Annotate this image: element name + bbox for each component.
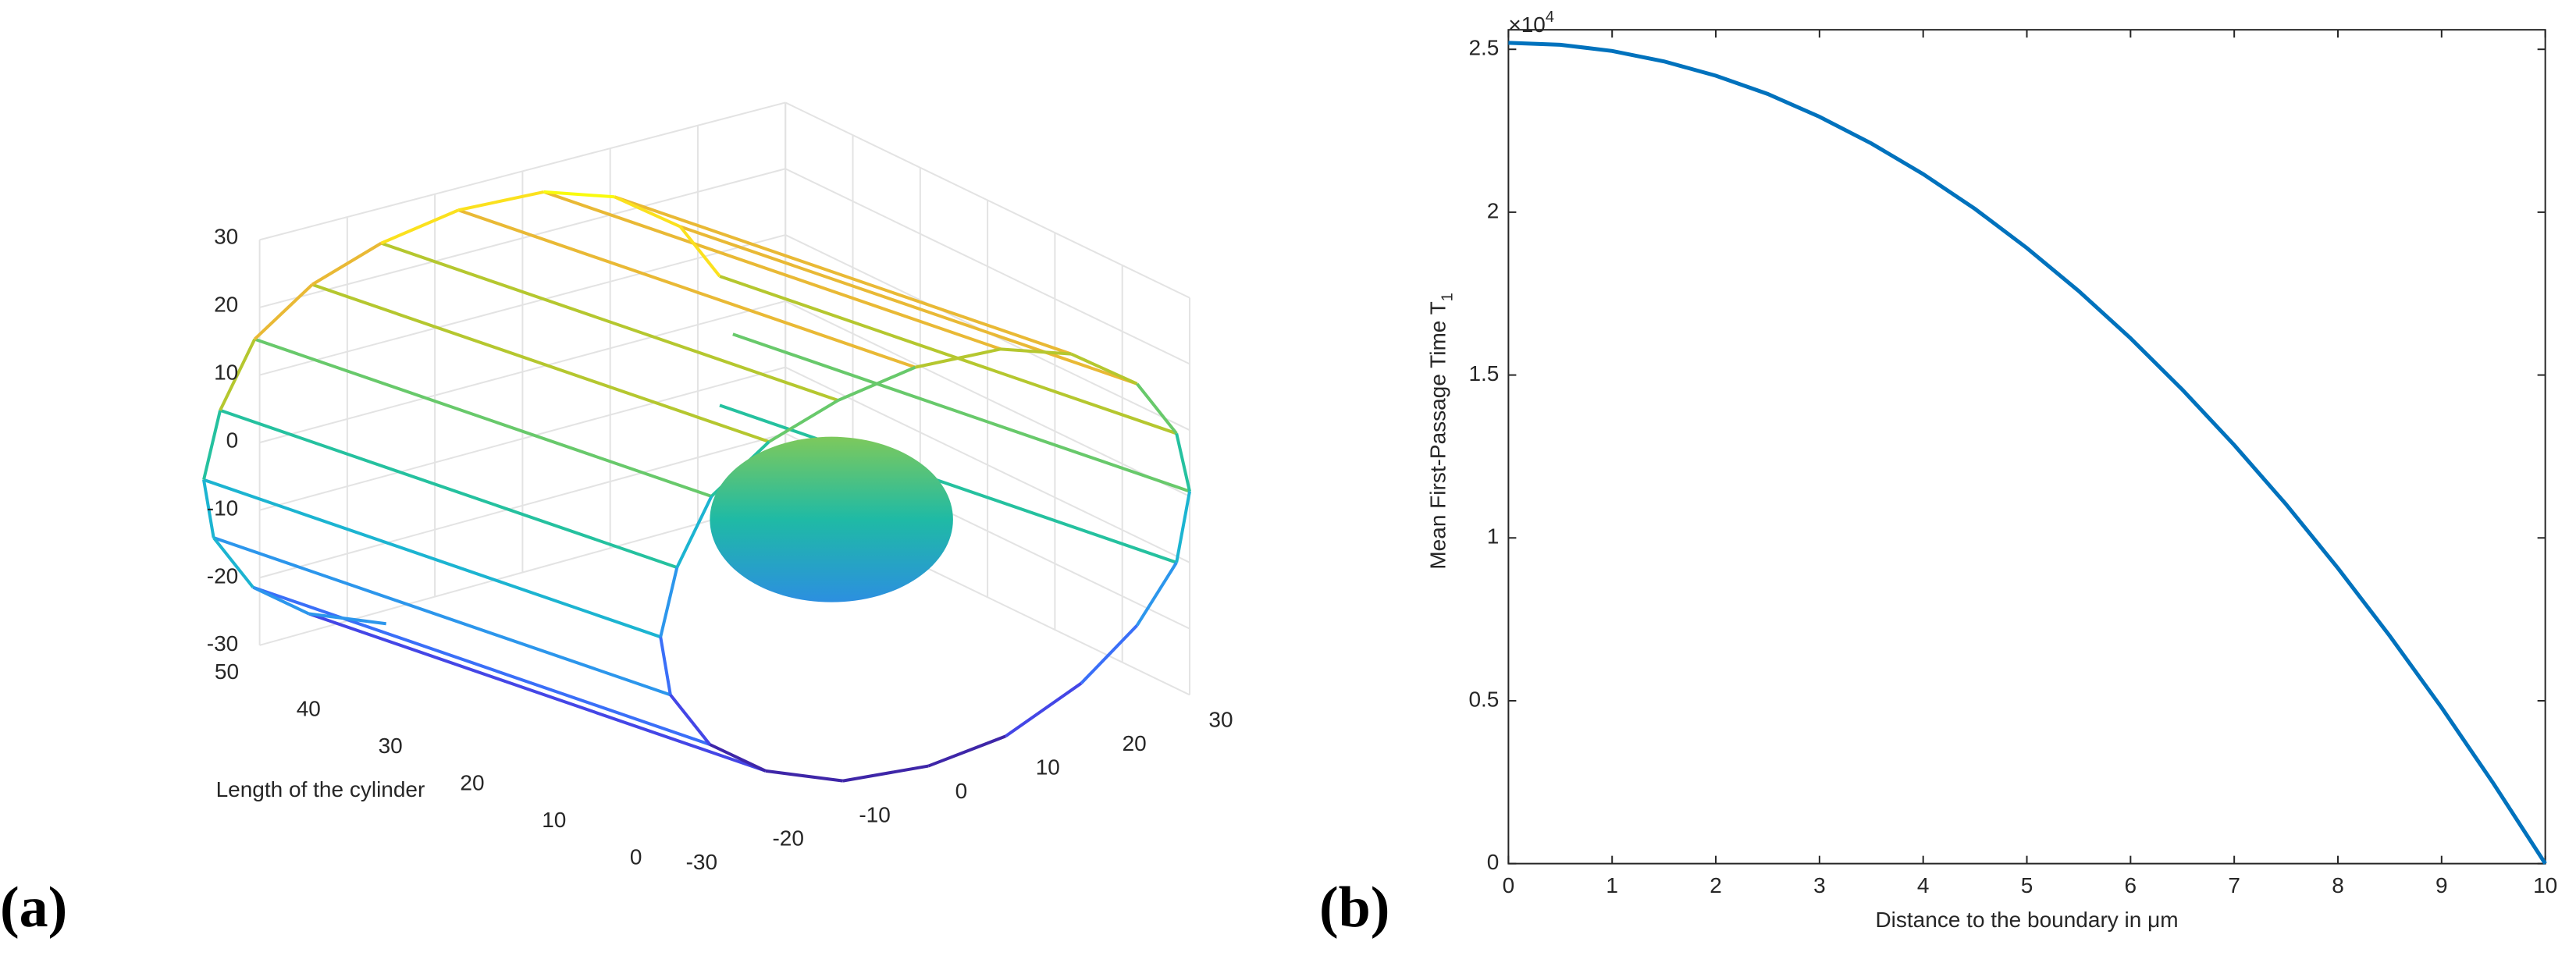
y-tick-label: 40 — [297, 697, 321, 721]
x-tick-label: 2 — [1710, 873, 1722, 897]
x-tick-label: 10 — [1036, 755, 1060, 779]
x-tick-label: 4 — [1917, 873, 1930, 897]
cylinder-edge — [768, 399, 839, 443]
cylinder-edge — [202, 479, 215, 538]
cylinder-edge — [543, 190, 615, 199]
x-tick-label: 3 — [1813, 873, 1826, 897]
cylinder-edge — [308, 612, 386, 626]
cylinder-edge — [543, 190, 1002, 351]
cylinder-edge — [659, 567, 679, 638]
cylinder-edge — [1136, 382, 1178, 435]
cylinder-edge — [614, 195, 681, 229]
axis-label: Distance to the boundary in μm — [1875, 908, 2178, 932]
cylinder-edge — [709, 743, 767, 773]
cylinder-edge — [252, 585, 711, 746]
sphere — [710, 436, 953, 602]
y-tick-label: 2 — [1487, 198, 1500, 222]
x-tick-label: 1 — [1606, 873, 1618, 897]
y-tick-label: 50 — [215, 659, 239, 684]
z-tick-label: 20 — [214, 293, 238, 317]
multiplier-exp: 4 — [1546, 9, 1554, 26]
cylinder-edge — [1135, 561, 1178, 627]
cylinder-edge — [837, 365, 916, 402]
panel-label: (a) — [0, 876, 67, 940]
cylinder-edge — [678, 226, 721, 278]
cylinder-edge — [719, 275, 1177, 435]
cylinder-edge — [1000, 347, 1072, 356]
cylinder-edge — [1175, 432, 1191, 492]
x-tick-label: 10 — [2533, 873, 2557, 897]
cylinder-edge — [915, 347, 1002, 369]
cylinder-edge — [308, 612, 767, 773]
x-tick-label: 20 — [1123, 731, 1147, 755]
cylinder-edge — [679, 225, 1138, 386]
axis-multiplier: ×104 — [1508, 9, 1554, 37]
cylinder-edge — [380, 241, 839, 402]
cylinder-edge — [212, 536, 671, 697]
z-tick-label: -20 — [207, 563, 238, 588]
y-tick-label: 1 — [1487, 524, 1500, 549]
cylinder-edge — [457, 190, 545, 212]
x-tick-label: 0 — [955, 779, 968, 803]
cylinder-edge — [675, 496, 713, 569]
y-tick-label: 0 — [630, 845, 642, 869]
cylinder-edge — [254, 337, 713, 498]
x-tick-label: -30 — [686, 850, 717, 874]
data-line — [1508, 41, 2547, 865]
axis-label: Length of the cylinder — [216, 777, 425, 801]
cylinder-edge — [311, 283, 770, 443]
cylinder-edge — [219, 338, 257, 411]
x-tick-label: 30 — [1208, 708, 1233, 732]
axis-label: Mean First-Passage Time T1 — [1426, 293, 1457, 570]
cylinder-edge — [614, 195, 1073, 356]
plot-area — [1507, 29, 2546, 865]
cylinder-edge — [380, 208, 460, 245]
x-tick-label: 6 — [2125, 873, 2137, 897]
z-tick-label: 30 — [214, 225, 238, 249]
cylinder-edge — [1070, 352, 1138, 386]
y-tick-label: 30 — [379, 734, 403, 758]
x-tick-label: 5 — [2021, 873, 2033, 897]
panel-label: (b) — [1319, 876, 1389, 940]
cylinder-edge — [1080, 624, 1139, 684]
cylinder-edge — [842, 764, 929, 783]
x-tick-label: 0 — [1503, 873, 1515, 897]
y-tick-label: 20 — [460, 771, 484, 795]
y-tick-label: 10 — [542, 808, 566, 832]
cylinder-edge — [203, 478, 661, 639]
y-tick-label: 0 — [1487, 850, 1500, 874]
y-tick-label: 1.5 — [1468, 361, 1499, 386]
cylinder-edge — [311, 241, 382, 286]
y-tick-label: 0.5 — [1468, 687, 1499, 711]
cylinder-edge — [927, 734, 1006, 768]
x-tick-label: 9 — [2435, 873, 2448, 897]
x-tick-label: -10 — [859, 802, 890, 826]
x-tick-label: -20 — [772, 826, 803, 851]
axis-label-main: Mean First-Passage Time T — [1426, 301, 1450, 569]
cylinder-edge — [253, 283, 314, 341]
cylinder-drawing — [202, 101, 1191, 783]
cylinder-edge — [669, 694, 711, 746]
z-tick-label: 10 — [214, 361, 238, 385]
x-tick-label: 8 — [2332, 873, 2344, 897]
cylinder-edge — [212, 536, 254, 588]
multiplier-base: ×10 — [1508, 13, 1546, 37]
z-tick-label: 0 — [226, 428, 239, 452]
cylinder-edge — [252, 585, 310, 616]
cylinder-edge — [719, 403, 1177, 564]
cylinder-edge — [659, 636, 672, 695]
cylinder-edge — [765, 769, 844, 783]
cylinder-edge — [732, 332, 1190, 493]
cylinder-edge — [1175, 491, 1191, 563]
x-tick-label: 7 — [2228, 873, 2240, 897]
cylinder-edge — [219, 408, 678, 570]
y-tick-label: 2.5 — [1468, 36, 1499, 60]
cylinder-edge — [457, 208, 916, 369]
z-tick-label: -30 — [207, 631, 238, 656]
z-tick-label: -10 — [207, 496, 238, 520]
cylinder-edge — [202, 410, 222, 481]
axis-label-sub: 1 — [1439, 293, 1457, 301]
cylinder-edge — [1005, 681, 1083, 738]
